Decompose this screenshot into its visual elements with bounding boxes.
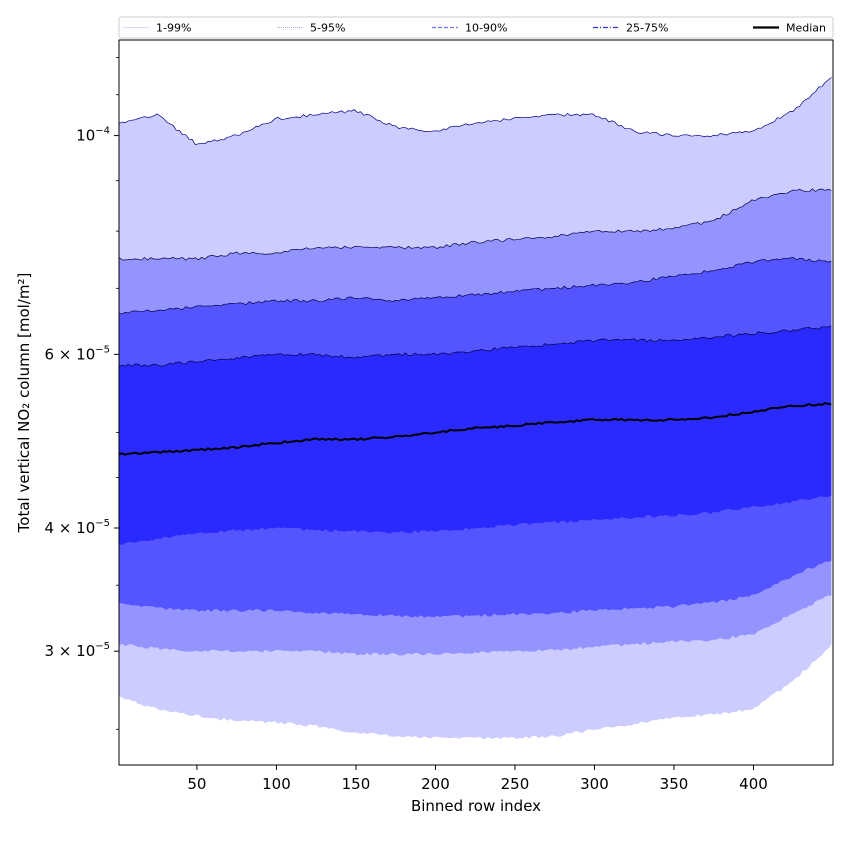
legend-label: 5-95% xyxy=(310,22,345,35)
legend-box xyxy=(118,16,834,39)
x-tick-label: 150 xyxy=(342,775,371,793)
x-tick-label: 100 xyxy=(262,775,291,793)
plot-area xyxy=(118,77,832,740)
y-tick-label: 6 × 10−5 xyxy=(45,344,111,363)
legend-label: 1-99% xyxy=(156,22,191,35)
y-tick-label: 3 × 10−5 xyxy=(45,641,111,660)
plot-frame xyxy=(118,39,834,766)
x-axis-ticks: 50 100 150 200 250 300 350 400 xyxy=(187,765,768,793)
x-tick-label: 250 xyxy=(501,775,530,793)
y-tick-label: 4 × 10−5 xyxy=(45,518,111,537)
band-upper-edge-1-99% xyxy=(118,77,832,145)
band-upper-edge-5-95% xyxy=(118,188,832,261)
legend-label: 25-75% xyxy=(626,22,668,35)
y-axis-label: Total vertical NO₂ column [mol/m²] xyxy=(15,273,33,534)
x-tick-label: 300 xyxy=(580,775,609,793)
median-line xyxy=(118,402,832,456)
y-tick-label: 10−4 xyxy=(76,126,110,145)
legend: 1-99% 5-95% 10-90% 25-75% Median xyxy=(118,16,834,39)
x-tick-label: 400 xyxy=(739,775,768,793)
x-tick-label: 50 xyxy=(187,775,206,793)
legend-label: Median xyxy=(786,22,826,35)
legend-label: 10-90% xyxy=(465,22,507,35)
y-axis-ticks: 3 × 10−5 4 × 10−5 6 × 10−5 10−4 xyxy=(45,57,119,730)
band-upper-edge-25-75% xyxy=(118,325,832,367)
x-axis-label: Binned row index xyxy=(411,797,541,815)
x-tick-label: 200 xyxy=(421,775,450,793)
band-25-75% xyxy=(119,325,832,545)
x-tick-label: 350 xyxy=(660,775,689,793)
band-upper-edge-10-90% xyxy=(118,257,832,315)
